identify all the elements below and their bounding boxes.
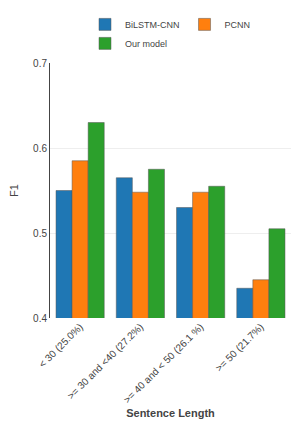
- svg-text:0.4: 0.4: [33, 313, 47, 324]
- svg-text:0.5: 0.5: [33, 228, 47, 239]
- svg-text:>= 40 and < 50 (26.1 %): >= 40 and < 50 (26.1 %): [121, 321, 205, 405]
- svg-text:>= 30 and <40 (27.2%): >= 30 and <40 (27.2%): [65, 321, 145, 401]
- svg-text:PCNN: PCNN: [225, 20, 251, 30]
- svg-text:>= 50 (21.7%): >= 50 (21.7%): [213, 321, 266, 374]
- svg-text:< 30 (25.0%): < 30 (25.0%): [37, 321, 85, 369]
- svg-text:BiLSTM-CNN: BiLSTM-CNN: [125, 20, 180, 30]
- svg-text:0.6: 0.6: [33, 143, 47, 154]
- svg-text:0.7: 0.7: [33, 58, 47, 69]
- svg-text:Sentence Length: Sentence Length: [126, 407, 215, 419]
- svg-text:Our model: Our model: [125, 39, 167, 49]
- svg-text:F1: F1: [8, 184, 20, 197]
